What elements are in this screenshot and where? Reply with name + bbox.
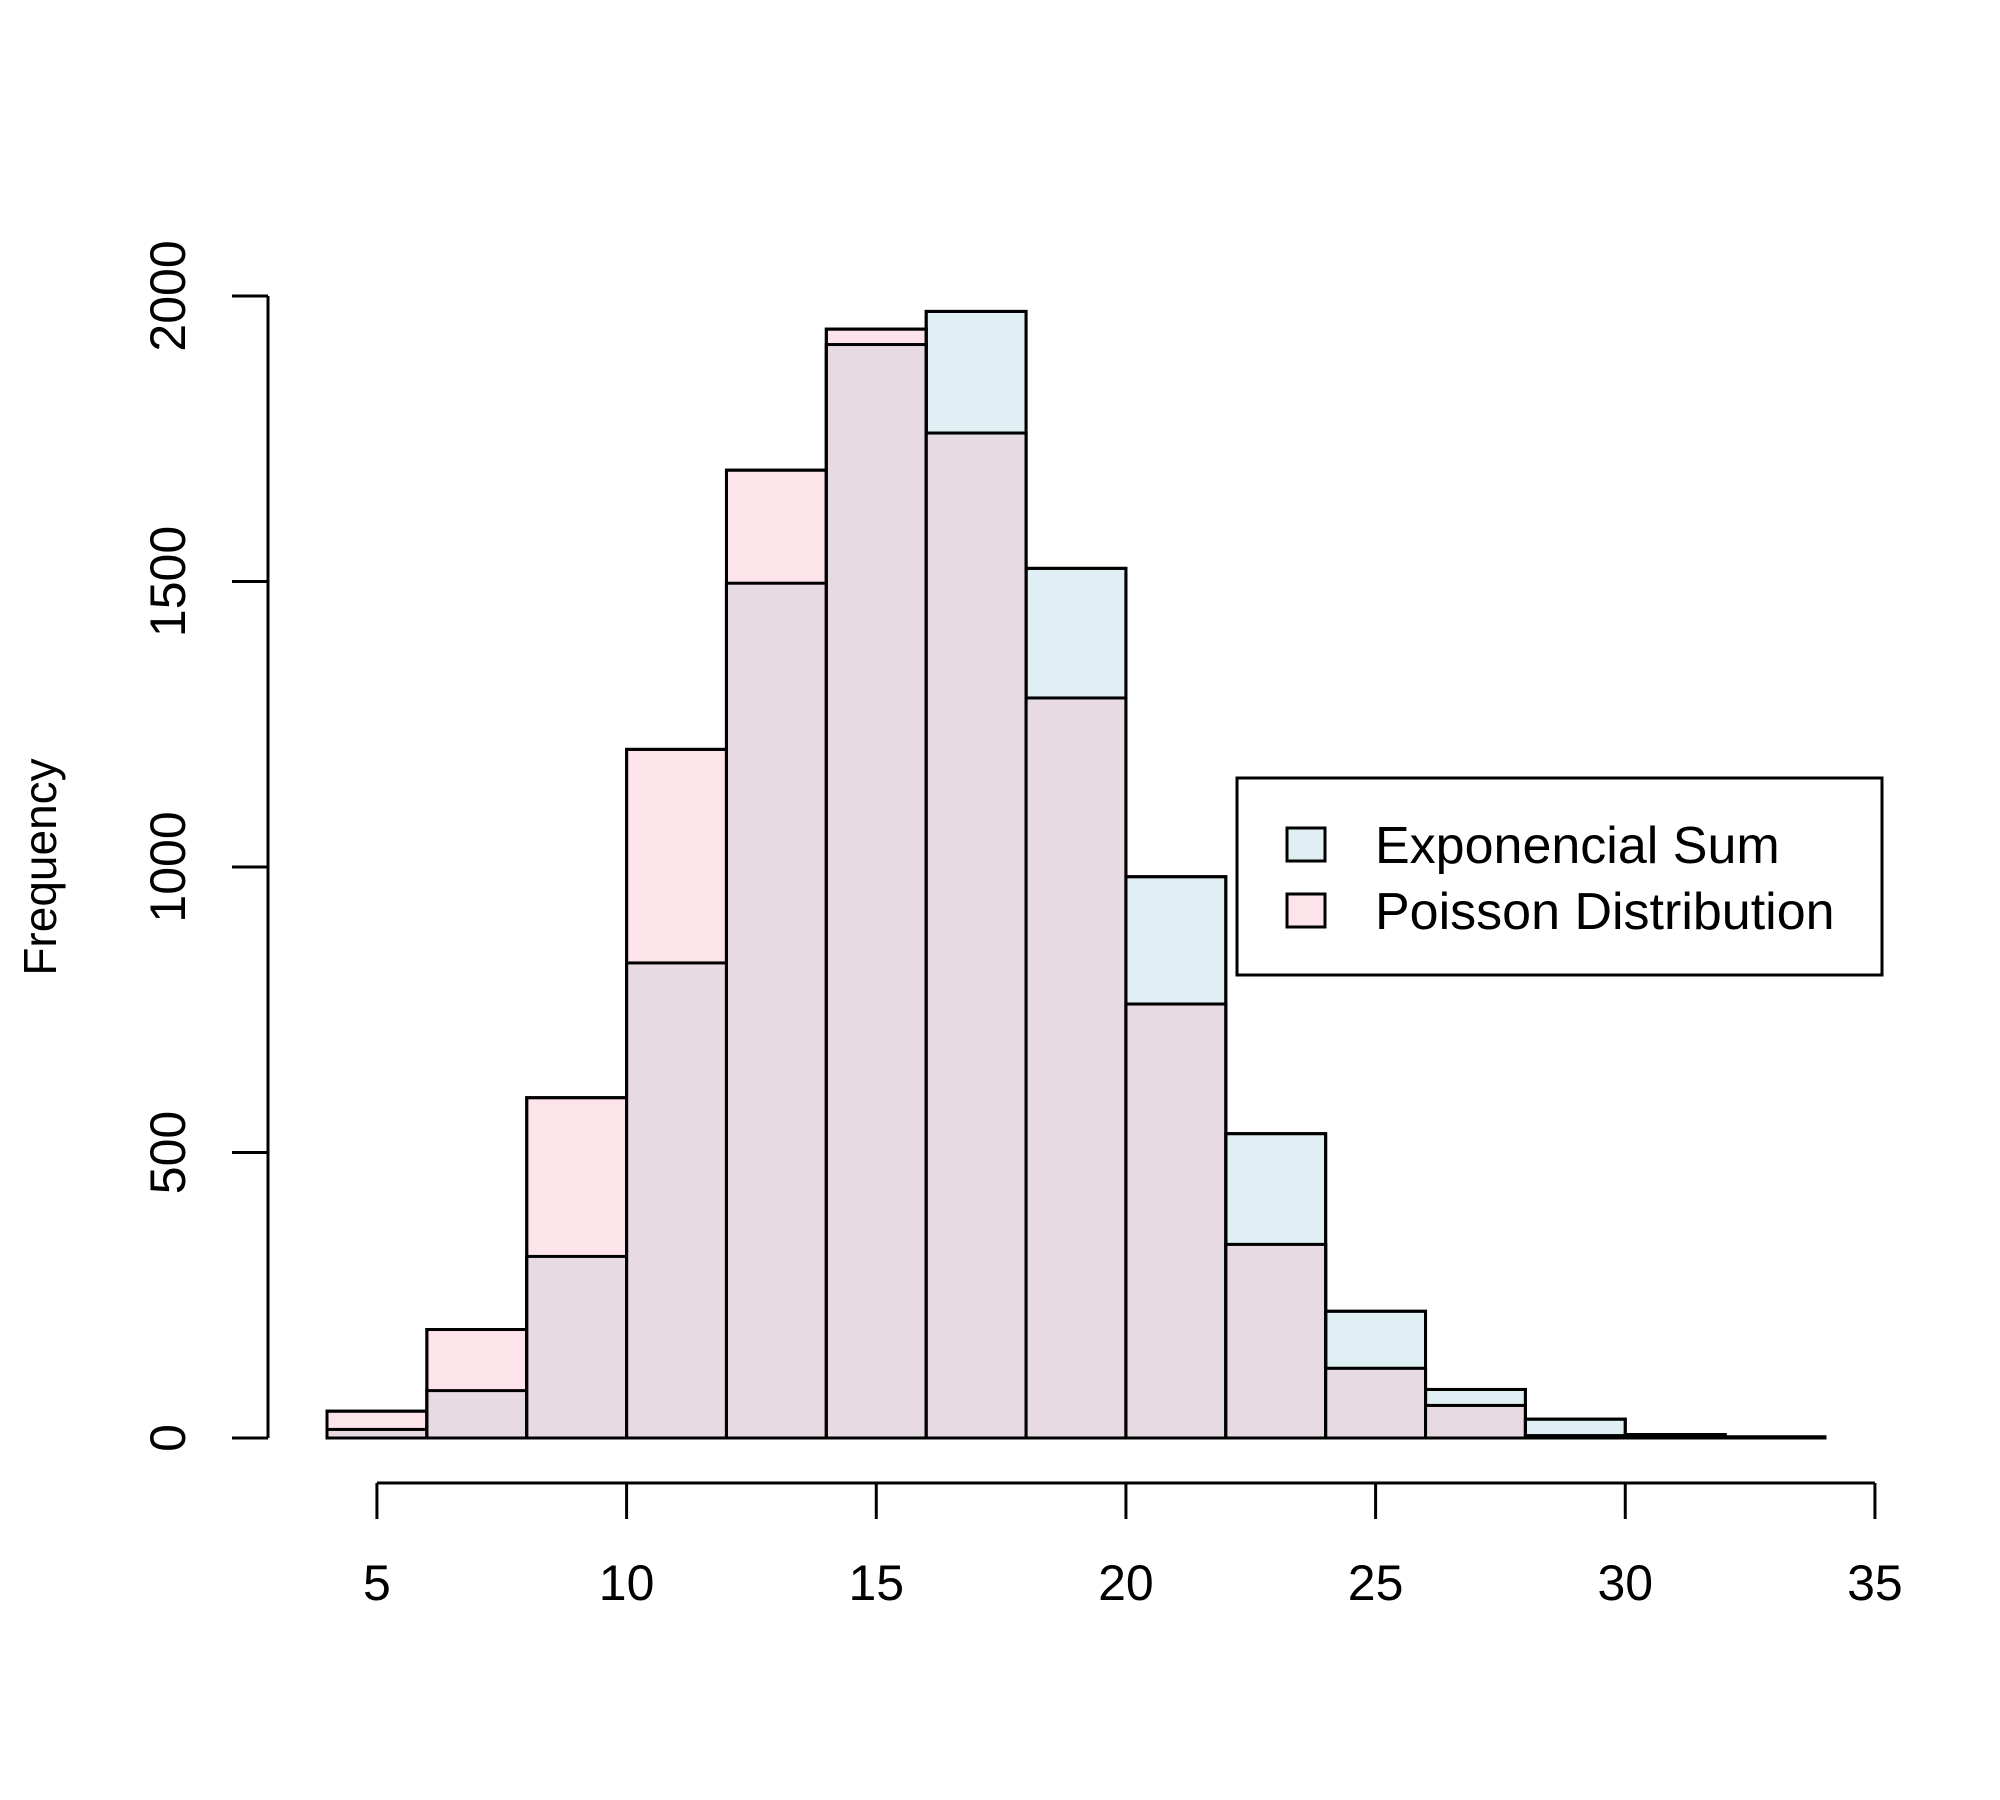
bar-overlap [926, 433, 1027, 1438]
y-axis: 0 500 1000 1500 2000 [140, 240, 270, 1452]
bar-overlap [726, 583, 827, 1438]
bar-overlap [327, 1429, 427, 1438]
y-tick-label: 1500 [140, 526, 196, 637]
y-tick-label: 2000 [140, 240, 196, 351]
y-tick-label: 500 [140, 1111, 196, 1194]
bar-outline-exponencial-sum [1723, 1435, 1827, 1440]
overlap-bars [325, 309, 1827, 1440]
x-tick-label: 20 [1098, 1555, 1154, 1611]
bar-overlap [426, 1390, 527, 1438]
legend-frame [1235, 776, 1884, 977]
bar-outline-exponencial-sum [1324, 1309, 1428, 1440]
bar-overlap [1425, 1405, 1526, 1438]
x-tick-label: 35 [1847, 1555, 1903, 1611]
x-tick-label: 30 [1597, 1555, 1653, 1611]
y-axis-label: Frequency [14, 758, 66, 975]
y-tick-label: 1000 [140, 811, 196, 922]
bar-overlap [1225, 1244, 1326, 1438]
legend-label-poisson-distribution: Poisson Distribution [1375, 883, 1835, 941]
x-tick-label: 10 [599, 1555, 655, 1611]
x-tick-label: 15 [848, 1555, 904, 1611]
y-tick-label: 0 [140, 1424, 196, 1452]
x-tick-label: 25 [1348, 1555, 1404, 1611]
legend-label-exponencial-sum: Exponencial Sum [1375, 817, 1780, 875]
bar-overlap [826, 344, 927, 1438]
x-tick-label: 5 [363, 1555, 391, 1611]
legend-key-exponencial-sum [1285, 826, 1327, 863]
bar-overlap [1026, 697, 1126, 1438]
bar-outline-exponencial-sum [1523, 1417, 1627, 1440]
bar-overlap [1125, 1004, 1226, 1438]
bar-outline-exponencial-sum [1424, 1387, 1527, 1440]
legend: Exponencial Sum Poisson Distribution [1235, 776, 1884, 977]
bar-overlap [1325, 1368, 1426, 1438]
bar-overlap [626, 962, 727, 1438]
bar-outline-exponencial-sum [1224, 1132, 1328, 1440]
x-axis: 5 10 15 20 25 30 35 [363, 1481, 1903, 1611]
legend-key-poisson-distribution [1285, 892, 1327, 929]
bar-overlap [526, 1256, 627, 1438]
